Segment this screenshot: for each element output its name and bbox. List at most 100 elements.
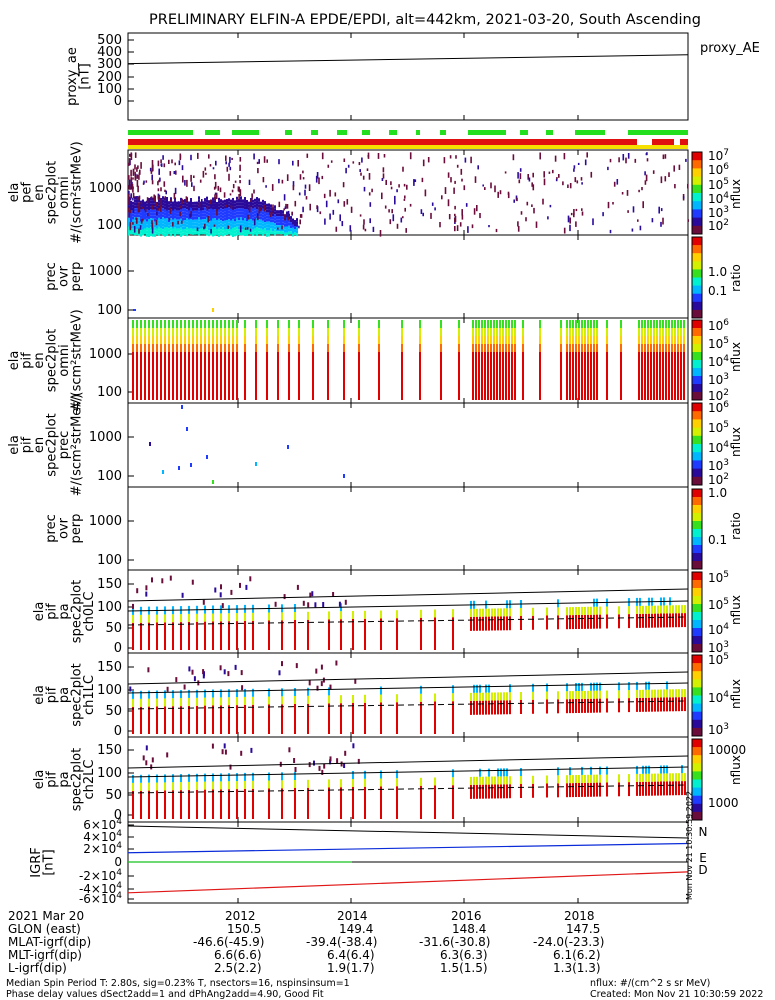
- spectrogram-pixel: [238, 211, 240, 215]
- spectrogram-pixel: [212, 212, 214, 216]
- spectrogram-pixel: [128, 220, 130, 224]
- spectrogram-pixel: [225, 161, 227, 165]
- y-axis-label: IGRF: [29, 847, 44, 877]
- spectrogram-pixel: [170, 230, 172, 234]
- pa-dot: [214, 587, 217, 593]
- spectrogram-pixel: [212, 480, 214, 484]
- pa-panel-ch0: [127, 575, 689, 650]
- pa-stripe-cyan: [148, 690, 150, 699]
- y-axis-label: spec2plot: [45, 161, 60, 224]
- spectrogram-pixel: [132, 204, 134, 208]
- spectrogram-pixel: [194, 231, 196, 235]
- spectrogram-stripe: [511, 336, 513, 344]
- colorbar-tick-label: 0.1: [708, 284, 727, 298]
- spectrogram-pixel: [208, 227, 210, 231]
- spectrogram-pixel: [404, 207, 406, 212]
- pa-stripe-green: [532, 691, 534, 700]
- spectrogram-pixel: [128, 210, 131, 215]
- spectrogram-pixel: [644, 180, 647, 185]
- colorbar-band: [692, 309, 702, 319]
- pa-dot: [295, 663, 298, 669]
- pa-dot: [221, 603, 224, 609]
- status-segment-green: [232, 130, 259, 135]
- colorbar-band: [692, 209, 702, 219]
- spectrogram-stripe: [522, 336, 524, 344]
- spectrogram-stripe: [575, 344, 577, 352]
- pa-stripe-green: [645, 689, 647, 698]
- spectrogram-stripe: [196, 352, 198, 400]
- y-axis-label: #/(scm²strMeV): [70, 141, 85, 244]
- pa-stripe-red: [236, 789, 238, 819]
- pa-stripe-red: [452, 617, 454, 650]
- spectrogram-pixel: [144, 204, 146, 208]
- pa-stripe-red: [509, 784, 511, 799]
- pa-stripe-green: [281, 612, 283, 621]
- colorbar-band: [692, 336, 702, 345]
- spectrogram-pixel: [202, 228, 204, 232]
- pa-stripe-red: [578, 783, 580, 797]
- spectrogram-pixel: [202, 207, 204, 211]
- pa-dot: [340, 761, 343, 767]
- spectrogram-pixel: [162, 232, 164, 236]
- spectrogram-pixel: [151, 160, 154, 167]
- spectrogram-pixel: [284, 217, 286, 221]
- spectrogram-pixel: [212, 200, 214, 204]
- pa-stripe-red: [188, 789, 190, 819]
- spectrogram-pixel: [246, 220, 248, 224]
- spectrogram-pixel: [280, 219, 282, 223]
- spectrogram-pixel: [368, 173, 371, 180]
- pa-stripe-red: [473, 616, 475, 631]
- spectrogram-pixel: [160, 216, 162, 220]
- spectrogram-stripe: [493, 320, 495, 328]
- spectrogram-stripe: [232, 320, 234, 328]
- spectrogram-pixel: [146, 233, 148, 237]
- spectrogram-pixel: [214, 200, 216, 204]
- spectrogram-pixel: [232, 218, 234, 222]
- spectrogram-pixel: [181, 405, 183, 409]
- spectrogram-pixel: [622, 154, 625, 161]
- spectrogram-pixel: [678, 164, 681, 170]
- spectrogram-pixel: [130, 201, 132, 205]
- pa-dot: [335, 660, 338, 666]
- spectrogram-pixel: [292, 233, 294, 237]
- spectrogram-pixel: [220, 211, 222, 215]
- ratio-electron-dots: [133, 308, 214, 312]
- spectrogram-pixel: [455, 155, 457, 159]
- spectrogram-pixel: [196, 219, 198, 223]
- spectrogram-pixel: [172, 225, 174, 229]
- spectrogram-pixel: [454, 180, 456, 184]
- spectrogram-pixel: [563, 227, 566, 234]
- spectrogram-pixel: [190, 198, 192, 202]
- colorbar-tick-label: 102: [708, 388, 729, 403]
- spectrogram-pixel: [178, 210, 180, 214]
- spectrogram-pixel: [150, 200, 152, 204]
- spectrogram-pixel: [158, 229, 160, 233]
- pa-stripe-cyan: [148, 774, 150, 783]
- y-axis-label: pif: [20, 352, 35, 369]
- pa-stripe-green: [520, 608, 522, 616]
- spectrogram-pixel: [177, 220, 179, 225]
- spectrogram-pixel: [230, 217, 232, 221]
- pa-stripe-red: [164, 706, 166, 734]
- spectrogram-pixel: [152, 197, 154, 201]
- ratio-dot: [133, 309, 136, 311]
- spectrogram-pixel: [405, 228, 407, 233]
- spectrogram-pixel: [229, 156, 231, 164]
- spectrogram-pixel: [220, 214, 222, 218]
- spectrogram-pixel: [404, 195, 406, 199]
- footer-row-label: MLAT-igrf(dip): [8, 935, 92, 949]
- spectrogram-pixel: [157, 193, 160, 198]
- pa-stripe-red: [140, 622, 142, 650]
- spectrogram-stripe: [499, 344, 501, 352]
- spectrogram-pixel: [224, 229, 226, 233]
- spectrogram-pixel: [134, 208, 136, 212]
- spectrogram-stripe: [180, 344, 182, 352]
- spectrogram-pixel: [196, 216, 198, 220]
- spectrogram-pixel: [569, 217, 571, 224]
- spectrogram-stripe: [674, 328, 676, 336]
- spectrogram-pixel: [148, 215, 150, 219]
- spectrogram-stripe: [228, 344, 230, 352]
- pa-dot: [239, 582, 241, 588]
- spectrogram-pixel: [236, 205, 238, 209]
- pa-stripe-green: [500, 692, 502, 701]
